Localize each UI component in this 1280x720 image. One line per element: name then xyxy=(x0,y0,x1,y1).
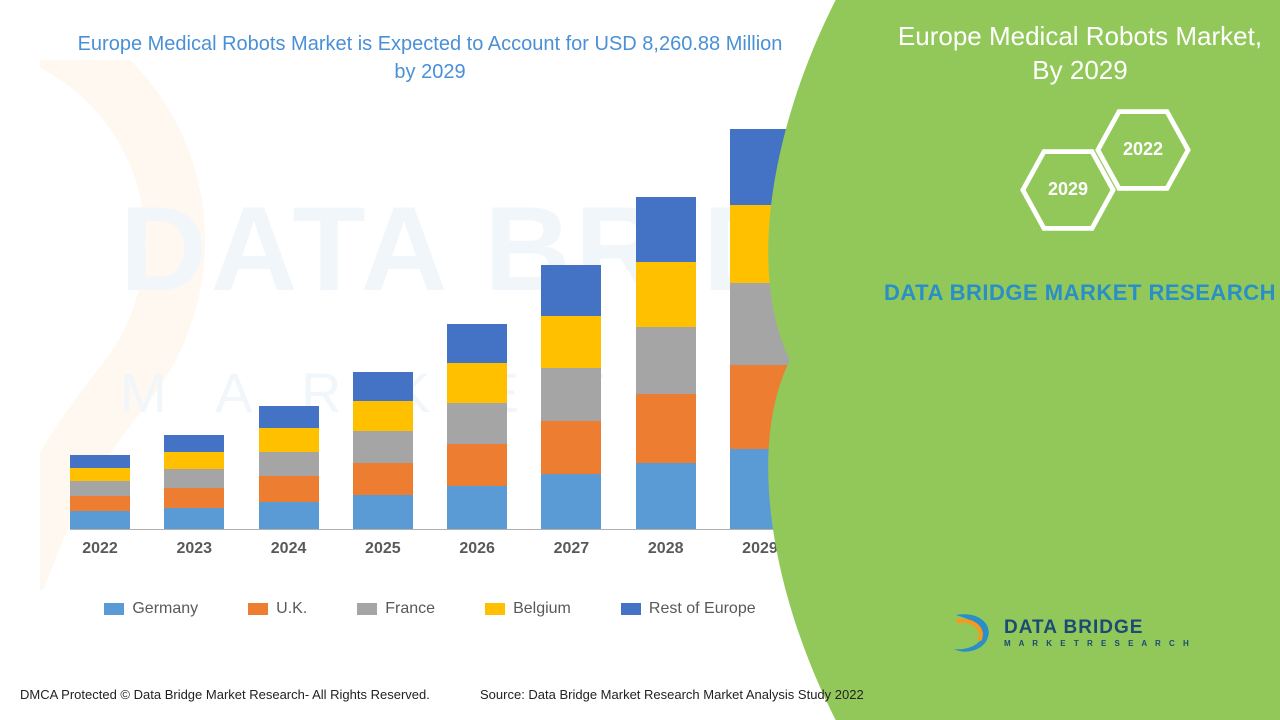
bar-segment xyxy=(447,363,507,403)
x-axis-labels: 20222023202420252026202720282029 xyxy=(70,540,790,564)
bar-segment xyxy=(541,265,601,316)
bar-segment xyxy=(636,327,696,394)
legend-swatch xyxy=(485,603,505,615)
company-logo: DATA BRIDGE M A R K E T R E S E A R C H xyxy=(950,606,1250,660)
bar-segment xyxy=(259,502,319,529)
bar-segment xyxy=(70,511,130,529)
right-panel-title: Europe Medical Robots Market, By 2029 xyxy=(880,20,1280,88)
bar-segment xyxy=(259,406,319,428)
infographic-canvas: DATA BRIDGE M A R K E T R E S E A R C H … xyxy=(0,0,1280,720)
footer-source: Source: Data Bridge Market Research Mark… xyxy=(480,687,864,702)
hexagon-group: 2029 2022 xyxy=(880,108,1280,268)
bar-segment xyxy=(70,455,130,468)
bar-segment xyxy=(164,452,224,470)
hexagon-2022-label: 2022 xyxy=(1123,139,1163,160)
legend-swatch xyxy=(621,603,641,615)
bar-segment xyxy=(353,495,413,529)
logo-line2: M A R K E T R E S E A R C H xyxy=(1004,639,1192,648)
bar-segment xyxy=(447,403,507,444)
bar-segment xyxy=(541,421,601,475)
bar-segment xyxy=(259,452,319,476)
x-tick-label: 2025 xyxy=(353,540,413,564)
brand-line: DATA BRIDGE MARKET RESEARCH xyxy=(880,278,1280,308)
logo-line1: DATA BRIDGE xyxy=(1004,617,1192,639)
bar-segment xyxy=(447,324,507,363)
bar-segment xyxy=(636,463,696,529)
bar-column xyxy=(259,406,319,529)
bar-column xyxy=(353,372,413,529)
logo-text: DATA BRIDGE M A R K E T R E S E A R C H xyxy=(1004,617,1192,648)
legend-label: Germany xyxy=(132,600,198,618)
x-tick-label: 2026 xyxy=(447,540,507,564)
bar-segment xyxy=(259,428,319,451)
x-tick-label: 2023 xyxy=(164,540,224,564)
bar-segment xyxy=(70,481,130,496)
bar-segment xyxy=(636,197,696,261)
bar-segment xyxy=(447,444,507,486)
bar-segment xyxy=(541,316,601,368)
footer-copyright: DMCA Protected © Data Bridge Market Rese… xyxy=(20,687,430,702)
bar-segment xyxy=(541,474,601,529)
bars-area xyxy=(70,120,790,530)
legend-label: Rest of Europe xyxy=(649,600,756,618)
legend-label: Belgium xyxy=(513,600,571,618)
bar-segment xyxy=(353,431,413,462)
bar-segment xyxy=(70,468,130,482)
bar-segment xyxy=(164,469,224,488)
legend-item: Rest of Europe xyxy=(621,600,756,618)
bar-segment xyxy=(259,476,319,501)
bar-segment xyxy=(164,435,224,452)
bar-segment xyxy=(353,463,413,495)
legend-label: U.K. xyxy=(276,600,307,618)
bar-column xyxy=(541,265,601,529)
chart-plot-area: 20222023202420252026202720282029 xyxy=(70,120,790,560)
x-tick-label: 2028 xyxy=(636,540,696,564)
legend-swatch xyxy=(248,603,268,615)
bar-segment xyxy=(353,372,413,401)
legend-swatch xyxy=(104,603,124,615)
legend-item: Belgium xyxy=(485,600,571,618)
legend-item: U.K. xyxy=(248,600,307,618)
x-tick-label: 2027 xyxy=(541,540,601,564)
bar-column xyxy=(70,455,130,529)
hexagon-2022: 2022 xyxy=(1095,108,1191,192)
bar-segment xyxy=(353,401,413,431)
logo-mark-icon xyxy=(950,611,994,655)
legend-item: Germany xyxy=(104,600,198,618)
bar-segment xyxy=(541,368,601,421)
chart-title: Europe Medical Robots Market is Expected… xyxy=(70,30,790,86)
bar-column xyxy=(164,435,224,529)
hexagon-2029-label: 2029 xyxy=(1048,179,1088,200)
legend-swatch xyxy=(357,603,377,615)
legend-label: France xyxy=(385,600,435,618)
bar-column xyxy=(636,197,696,529)
x-tick-label: 2022 xyxy=(70,540,130,564)
bar-segment xyxy=(636,262,696,327)
x-tick-label: 2024 xyxy=(259,540,319,564)
legend-item: France xyxy=(357,600,435,618)
bar-column xyxy=(447,324,507,529)
chart-legend: Germany U.K. France Belgium Rest of Europe xyxy=(70,600,790,618)
bar-segment xyxy=(164,508,224,529)
bar-segment xyxy=(636,394,696,462)
bar-segment xyxy=(164,488,224,508)
bar-segment xyxy=(70,496,130,512)
bar-segment xyxy=(447,486,507,529)
